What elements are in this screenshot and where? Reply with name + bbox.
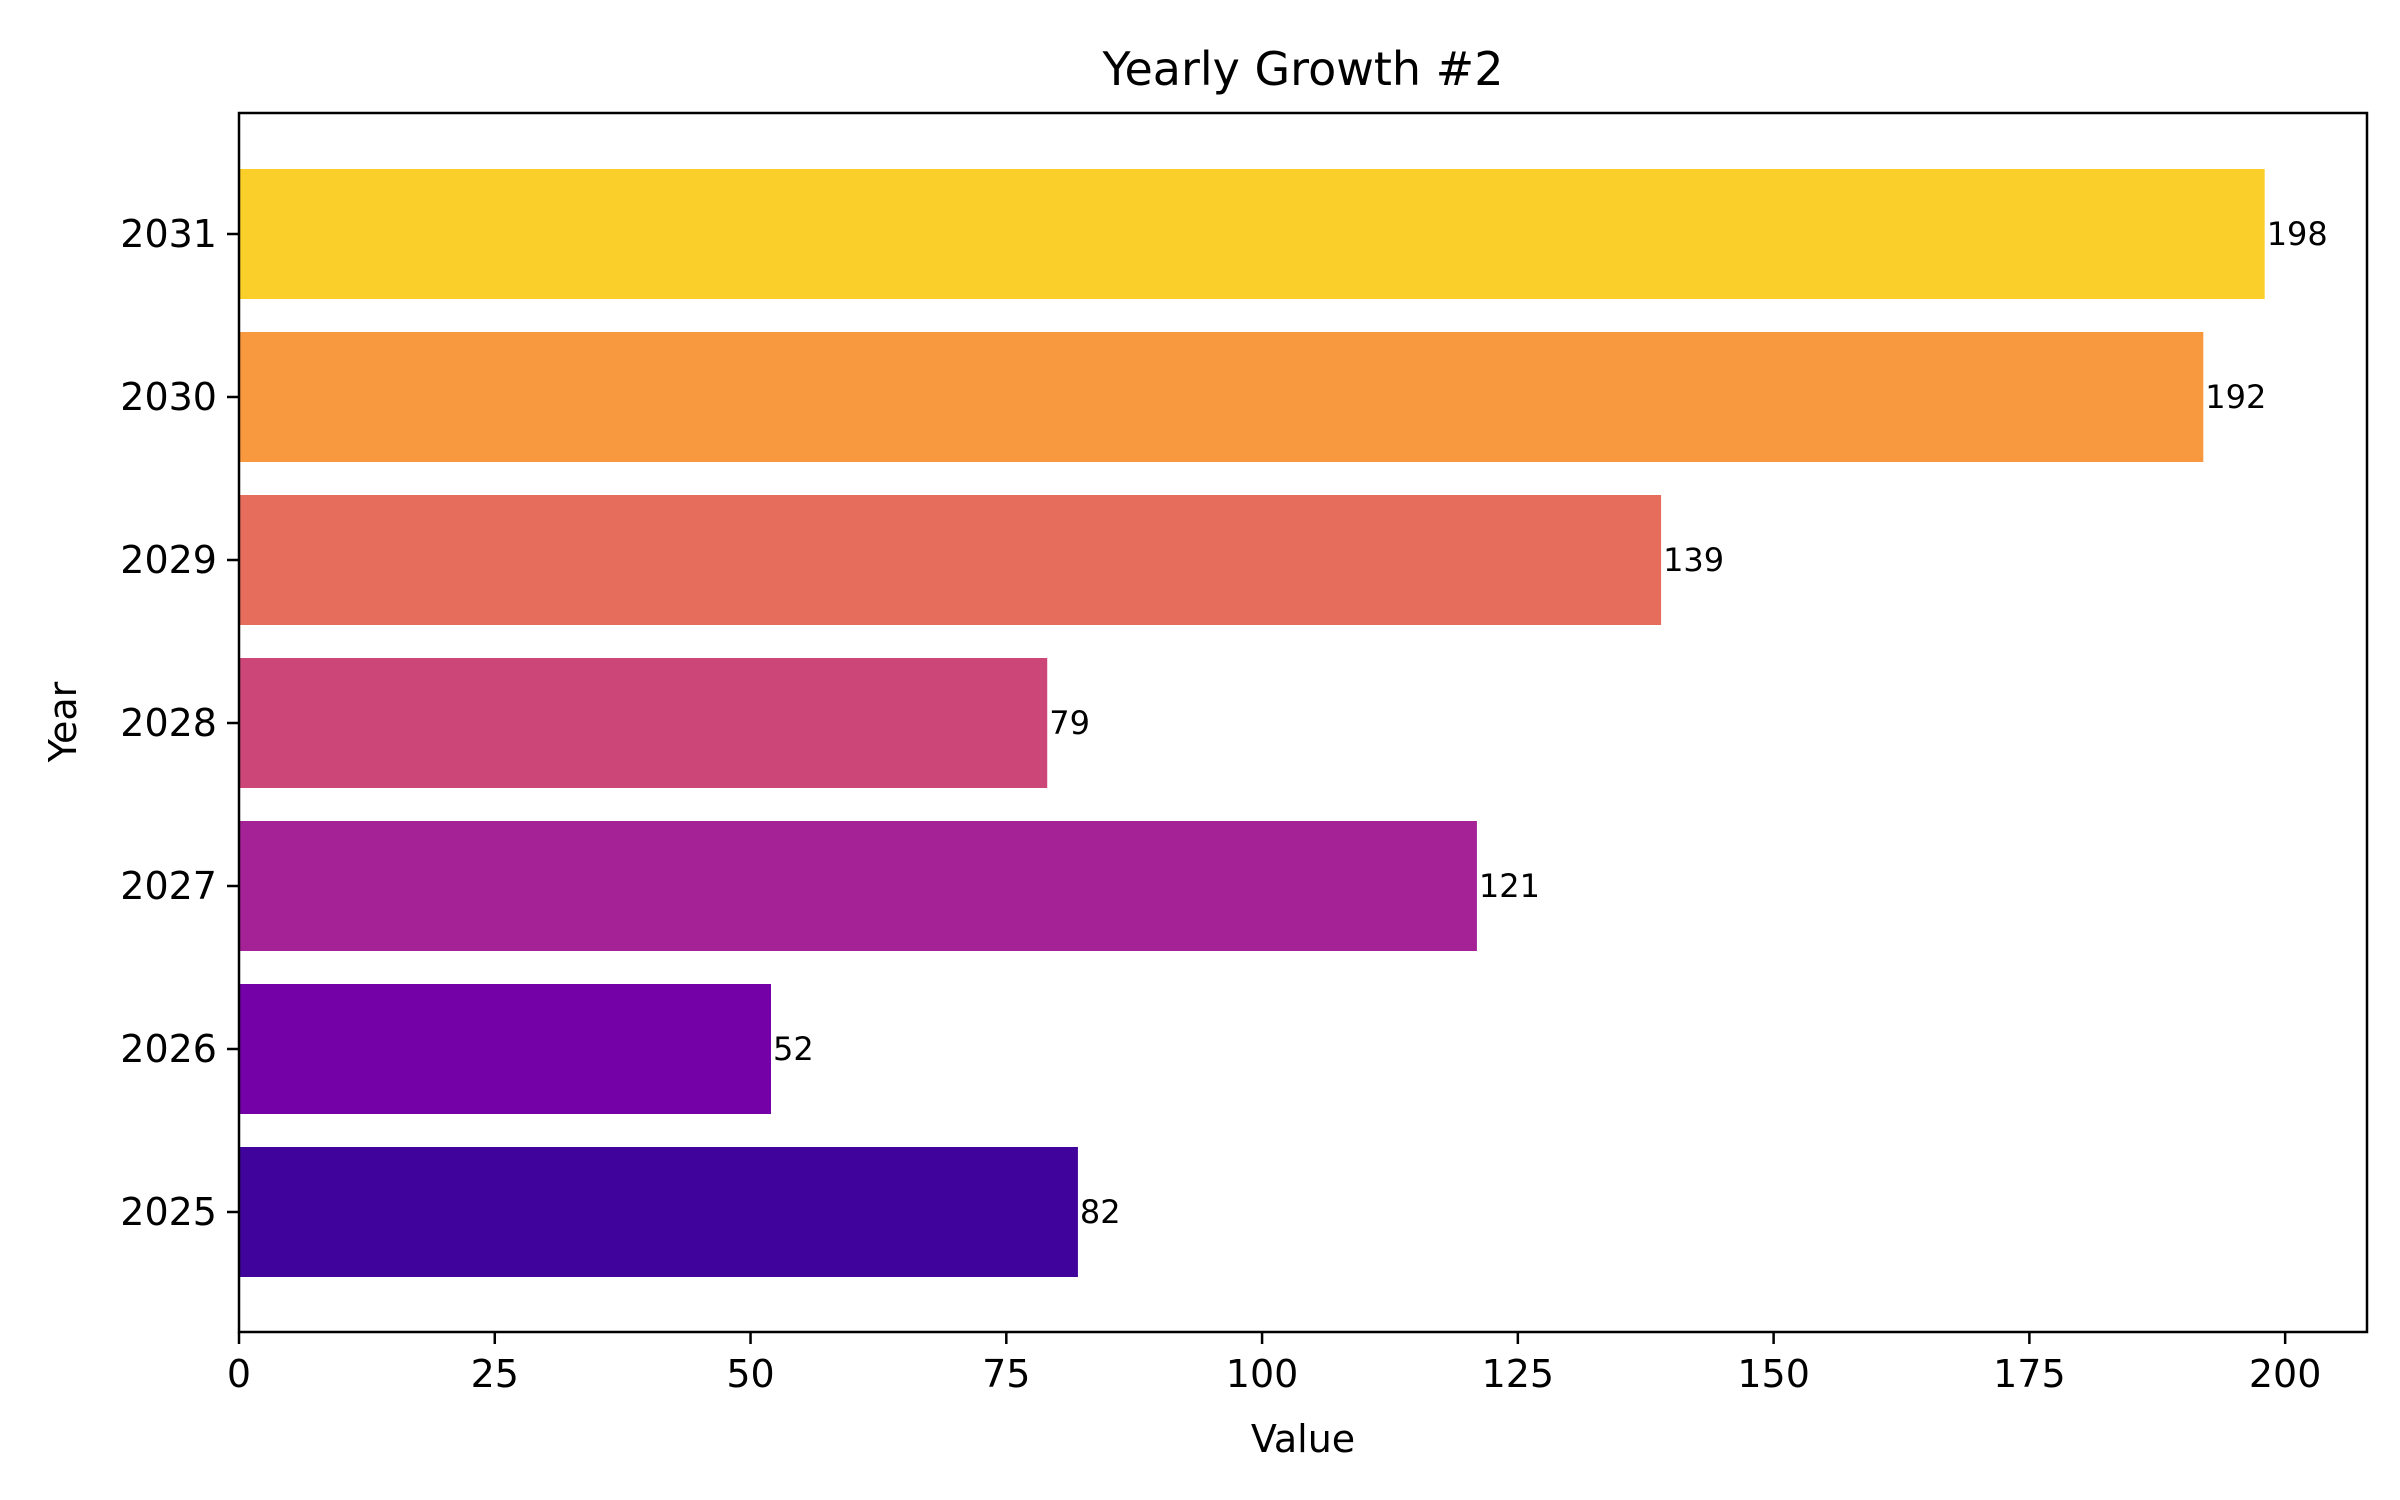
data-labels-layer: 82 52 121 79 139 192 198 (773, 215, 2328, 1231)
y-axis-label: Year (41, 681, 85, 763)
data-label-2027: 121 (1479, 867, 1540, 905)
y-axis: 2025 2026 2027 2028 2029 2030 2031 (120, 212, 239, 1234)
data-label-2030: 192 (2205, 378, 2266, 416)
data-label-2026: 52 (773, 1030, 814, 1068)
x-tick-label-100: 100 (1226, 1352, 1299, 1396)
data-label-2028: 79 (1049, 704, 1090, 742)
bar-2026 (239, 984, 771, 1114)
y-tick-label-2028: 2028 (120, 701, 217, 745)
data-label-2029: 139 (1663, 541, 1724, 579)
bar-2027 (239, 821, 1477, 951)
bar-2029 (239, 495, 1662, 625)
x-tick-label-75: 75 (982, 1352, 1030, 1396)
data-label-2031: 198 (2267, 215, 2328, 253)
y-tick-label-2030: 2030 (120, 375, 217, 419)
x-tick-label-200: 200 (2249, 1352, 2322, 1396)
x-axis: 0 25 50 75 100 125 150 175 200 (227, 1332, 2322, 1396)
y-tick-label-2029: 2029 (120, 538, 217, 582)
bar-2025 (239, 1147, 1078, 1277)
x-axis-label: Value (1251, 1417, 1355, 1461)
x-tick-label-25: 25 (471, 1352, 519, 1396)
y-tick-label-2027: 2027 (120, 864, 217, 908)
y-tick-label-2031: 2031 (120, 212, 217, 256)
chart-title: Yearly Growth #2 (1102, 42, 1504, 96)
x-tick-label-150: 150 (1737, 1352, 1810, 1396)
y-tick-label-2025: 2025 (120, 1190, 217, 1234)
x-tick-label-0: 0 (227, 1352, 251, 1396)
x-tick-label-175: 175 (1993, 1352, 2066, 1396)
bar-2030 (239, 332, 2204, 462)
bars-layer (239, 169, 2265, 1277)
x-tick-label-125: 125 (1482, 1352, 1555, 1396)
data-label-2025: 82 (1080, 1193, 1121, 1231)
bar-2028 (239, 658, 1048, 788)
bar-2031 (239, 169, 2265, 299)
y-tick-label-2026: 2026 (120, 1027, 217, 1071)
x-tick-label-50: 50 (726, 1352, 774, 1396)
